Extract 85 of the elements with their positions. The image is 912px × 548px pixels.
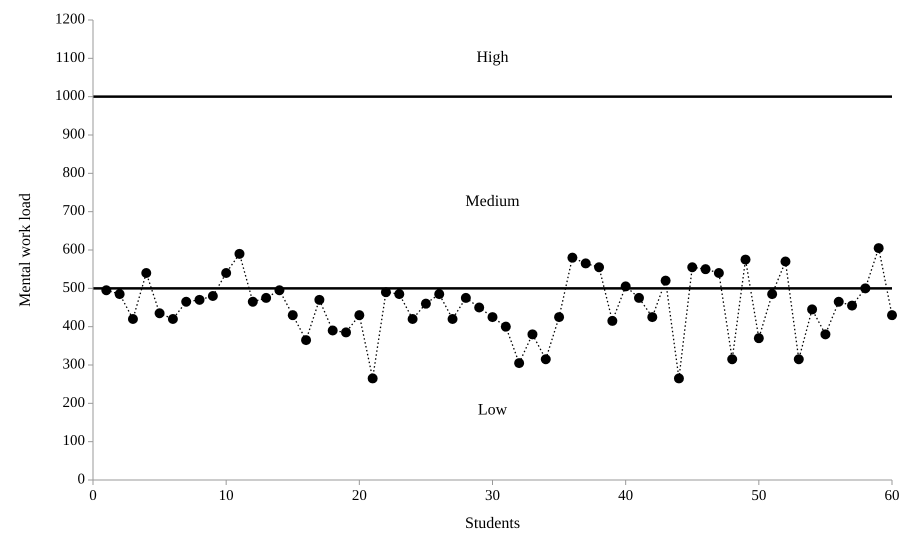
point <box>767 289 778 300</box>
x-tick-label: 10 <box>218 488 234 504</box>
point <box>634 292 644 303</box>
point <box>408 314 418 324</box>
point <box>727 354 738 364</box>
point <box>128 314 138 324</box>
point <box>580 258 591 268</box>
point <box>181 296 192 307</box>
point <box>394 289 404 300</box>
point <box>740 254 751 265</box>
annotation: Medium <box>465 192 520 210</box>
point <box>674 373 684 384</box>
x-tick-label: 50 <box>751 488 766 504</box>
x-tick-label: 40 <box>618 488 634 504</box>
point <box>527 329 538 340</box>
point <box>314 294 324 305</box>
point <box>860 283 870 294</box>
y-tick-label: 1100 <box>56 50 85 66</box>
point <box>780 256 790 266</box>
point <box>208 291 218 301</box>
point <box>168 314 178 324</box>
point <box>328 326 338 336</box>
point <box>554 312 564 322</box>
point <box>141 268 152 278</box>
y-tick-label: 300 <box>62 356 85 372</box>
x-tick-label: 30 <box>485 488 500 504</box>
point <box>514 358 524 368</box>
point <box>261 292 272 303</box>
y-tick-label: 1200 <box>55 11 85 28</box>
point <box>794 354 804 364</box>
y-axis-title: Mental work load <box>17 193 34 307</box>
point <box>194 294 205 305</box>
y-tick-label: 1000 <box>55 88 85 104</box>
point <box>807 304 818 314</box>
point <box>234 248 244 259</box>
point <box>448 314 458 324</box>
point <box>341 327 352 338</box>
point <box>488 312 498 322</box>
annotation: High <box>476 49 508 66</box>
point <box>594 262 604 272</box>
point <box>847 300 858 311</box>
y-tick-label: 700 <box>62 203 85 220</box>
point <box>288 310 298 320</box>
point <box>607 316 618 326</box>
point <box>620 281 631 292</box>
point <box>420 298 431 309</box>
point <box>460 292 471 303</box>
point <box>540 354 551 364</box>
x-axis-title: Students <box>464 515 520 532</box>
point <box>647 312 658 322</box>
y-tick-label: 800 <box>62 164 85 181</box>
x-tick-label: 60 <box>884 488 900 504</box>
point <box>567 252 578 263</box>
y-tick-label: 400 <box>62 318 85 334</box>
point <box>714 268 724 278</box>
point <box>114 289 125 300</box>
point <box>700 264 711 274</box>
point <box>754 333 764 344</box>
point <box>248 296 258 307</box>
point <box>820 329 830 340</box>
point <box>500 322 511 332</box>
point <box>301 335 312 346</box>
point <box>474 302 484 312</box>
point <box>874 243 884 254</box>
point <box>687 262 698 272</box>
y-tick-label: 200 <box>62 394 85 411</box>
point <box>834 296 844 307</box>
point <box>368 373 378 384</box>
x-tick-label: 20 <box>352 488 367 504</box>
point <box>274 285 284 296</box>
y-tick-label: 100 <box>62 433 85 450</box>
annotation: Low <box>478 402 508 419</box>
y-tick-label: 600 <box>62 241 85 258</box>
point <box>221 268 232 278</box>
x-tick-label: 0 <box>89 488 97 504</box>
point <box>887 310 897 320</box>
point <box>660 276 671 286</box>
y-tick-label: 0 <box>78 471 85 488</box>
point <box>154 308 165 318</box>
point <box>354 310 364 320</box>
y-tick-label: 900 <box>62 126 85 142</box>
point <box>380 287 391 298</box>
y-tick-label: 500 <box>62 280 85 296</box>
point <box>434 289 444 300</box>
point <box>101 285 112 296</box>
